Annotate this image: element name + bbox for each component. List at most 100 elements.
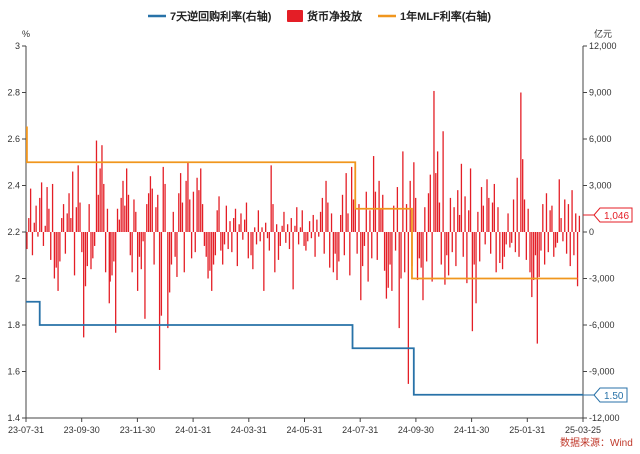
net-injection-bar — [533, 232, 535, 281]
net-injection-bar — [155, 207, 157, 232]
net-injection-bar — [73, 232, 76, 276]
net-injection-bar — [372, 156, 375, 232]
net-injection-bar — [214, 232, 217, 256]
net-injection-bar — [480, 187, 483, 232]
net-injection-bar — [554, 232, 557, 248]
net-injection-bar — [158, 232, 161, 370]
net-injection-bar — [79, 202, 81, 232]
net-injection-bar — [142, 232, 144, 242]
net-injection-bar — [42, 232, 45, 246]
net-injection-bar — [268, 232, 270, 251]
reverse-repo-last-value-box — [593, 387, 628, 403]
left-tick-label: 2.2 — [7, 227, 20, 237]
net-injection-bar — [167, 232, 169, 329]
net-injection-bar — [424, 207, 426, 232]
net-injection-bar — [281, 225, 283, 232]
net-injection-bar — [203, 232, 206, 246]
net-injection-bar — [108, 232, 110, 304]
net-injection-bar — [471, 232, 474, 332]
net-injection-bar — [449, 197, 452, 232]
net-injection-bar — [40, 182, 43, 232]
net-injection-bar — [307, 232, 309, 242]
net-injection-bar — [575, 213, 577, 232]
net-injection-bar — [92, 232, 94, 259]
net-injection-bar — [185, 180, 187, 232]
legend-label-net-injection: 货币净投放 — [306, 9, 363, 23]
net-injection-bar — [50, 232, 52, 260]
net-injection-bar — [245, 202, 248, 232]
net-injection-bar — [404, 232, 406, 273]
net-injection-bar — [62, 204, 65, 232]
x-tick-label: 24-07-31 — [342, 425, 378, 435]
net-injection-bar — [86, 232, 88, 267]
net-injection-bar — [469, 168, 472, 232]
net-injection-bar — [378, 180, 380, 232]
net-injection-bar — [553, 232, 555, 257]
net-injection-bar — [285, 232, 287, 243]
net-injection-bar — [576, 232, 579, 287]
net-injection-bar — [440, 232, 442, 265]
net-injection-bar — [126, 168, 128, 232]
net-injection-bar — [115, 232, 117, 333]
net-injection-bar — [106, 208, 109, 232]
net-injection-bar — [351, 166, 353, 232]
net-injection-bar — [238, 224, 240, 232]
net-injection-bar — [288, 232, 291, 250]
net-injection-bar — [194, 232, 196, 253]
net-injection-bar — [334, 232, 336, 254]
net-injection-bar — [83, 232, 85, 338]
net-injection-bar — [391, 232, 393, 291]
net-injection-bar — [451, 232, 453, 253]
net-injection-bar — [140, 232, 142, 270]
net-injection-bar — [336, 232, 338, 281]
net-injection-bar — [319, 211, 322, 232]
net-injection-bar — [135, 211, 137, 232]
net-injection-bar — [512, 199, 515, 232]
net-injection-bar — [415, 197, 417, 232]
net-injection-bar — [380, 208, 382, 232]
net-injection-bar — [270, 165, 272, 232]
net-injection-bar — [473, 232, 475, 265]
net-injection-bar — [127, 194, 130, 232]
net-injection-bar — [279, 232, 281, 246]
net-injection-bar — [349, 232, 351, 276]
net-injection-bar — [365, 191, 367, 232]
x-tick-label: 24-03-31 — [231, 425, 267, 435]
net-injection-bar — [462, 232, 464, 257]
net-injection-bar — [438, 202, 441, 232]
net-injection-bar — [316, 219, 318, 232]
net-injection-bar — [329, 232, 331, 268]
net-injection-bar — [299, 227, 302, 232]
net-injection-bar — [209, 232, 211, 271]
net-injection-bar — [138, 232, 141, 257]
net-injection-bar — [402, 151, 404, 232]
net-injection-bar — [327, 202, 329, 232]
net-injection-bar — [360, 232, 362, 301]
net-injection-bar — [338, 232, 340, 262]
net-injection-bar — [486, 179, 488, 232]
net-injection-bar — [88, 204, 90, 232]
net-injection-bar — [358, 204, 360, 232]
net-injection-bar — [416, 232, 419, 281]
net-injection-bar — [290, 218, 292, 232]
net-injection-bar — [433, 90, 435, 232]
net-injection-bar — [330, 213, 333, 232]
net-injection-bar — [429, 174, 431, 232]
net-injection-bar — [240, 213, 242, 232]
net-injection-bar — [538, 232, 540, 277]
net-injection-bar — [212, 232, 215, 265]
net-injection-bar — [201, 204, 204, 232]
bar-last-value-label: 1,046 — [604, 211, 629, 222]
net-injection-bar — [509, 232, 511, 248]
net-injection-bar — [277, 232, 280, 260]
net-injection-bar — [77, 165, 79, 232]
bar-last-value-box — [593, 207, 633, 223]
net-injection-bar — [564, 199, 566, 232]
right-tick-label: -12,000 — [589, 413, 620, 423]
net-injection-bar — [111, 232, 113, 276]
net-injection-bar — [170, 232, 173, 265]
legend-item-reverse-repo: 7天逆回购利率(右轴) — [148, 9, 272, 23]
net-injection-bar — [497, 207, 499, 232]
net-injection-bar — [243, 219, 246, 232]
net-injection-bar — [247, 232, 249, 259]
